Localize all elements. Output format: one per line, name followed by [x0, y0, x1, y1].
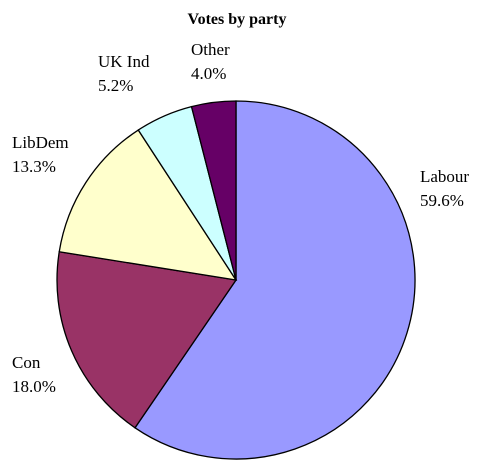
pie-slices — [56, 100, 416, 460]
chart-title: Votes by party — [188, 11, 287, 28]
slice-percent-label: 59.6% — [420, 191, 464, 210]
pie-slice-libdem — [58, 129, 238, 281]
slice-name-label: LibDem — [12, 133, 69, 152]
slice-percent-label: 18.0% — [12, 377, 56, 396]
slice-name-label: Labour — [420, 167, 469, 186]
slice-percent-label: 5.2% — [98, 76, 133, 95]
slice-percent-label: 13.3% — [12, 157, 56, 176]
slice-percent-label: 4.0% — [191, 64, 226, 83]
pie-slice-other — [190, 100, 237, 281]
pie-slice-labour — [134, 100, 416, 460]
slice-name-label: UK Ind — [98, 52, 150, 71]
slice-name-label: Other — [191, 40, 230, 59]
slice-labels: Labour 59.6% Con 18.0% LibDem 13.3% UK Ind 5.2%… — [12, 40, 469, 396]
pie-slice-con — [56, 251, 238, 429]
slice-name-label: Con — [12, 353, 41, 372]
